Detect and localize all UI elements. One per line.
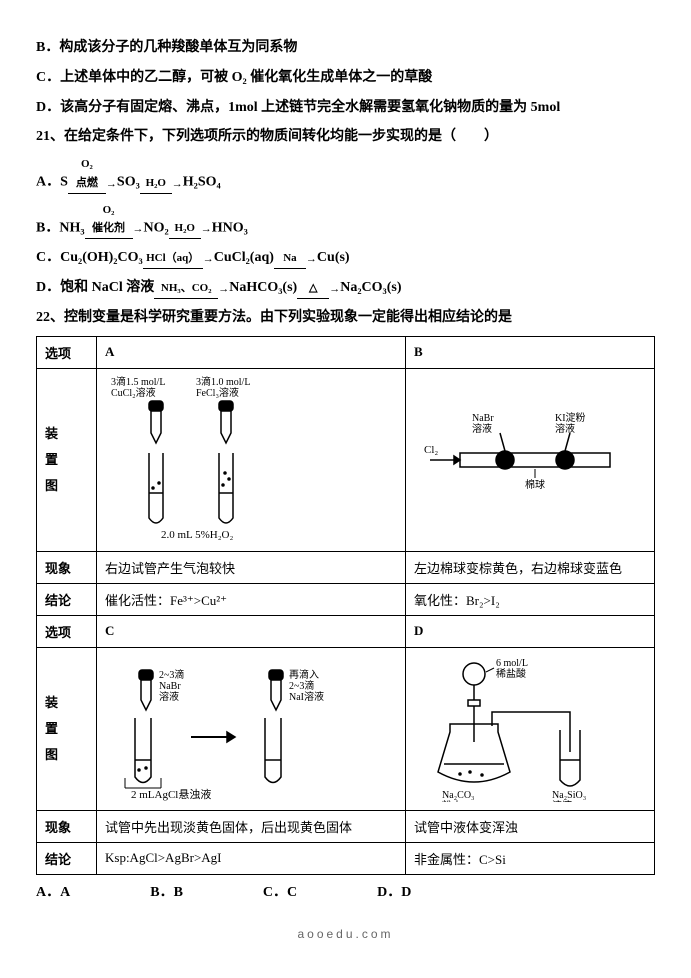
arrow-icon [133,216,144,240]
q21-b: B．NH₃ O₂ 催化剂 NO₂ H₂O HNO₃ [36,201,655,240]
q21a-m1: SO₃ [117,175,140,190]
diagram-c-icon: 2~3滴NaBr溶液 再滴入2~3滴NaI溶液 2 mLAgCl悬浊液 [101,652,351,802]
opt-b-label: B [406,336,655,368]
q21d-s2t: △ [309,282,317,294]
dev-c: 2~3滴NaBr溶液 再滴入2~3滴NaI溶液 2 mLAgCl悬浊液 [97,647,406,810]
phen-a: 右边试管产生气泡较快 [97,551,406,583]
svg-text:3滴1.5 mol/LCuCl₂溶液: 3滴1.5 mol/LCuCl₂溶液 [111,375,165,399]
arrow-icon [329,276,340,300]
q21d-m1: NaHCO₃(s) [229,280,297,295]
svg-text:KI淀粉溶液: KI淀粉溶液 [555,411,586,435]
opt-c-label: C [97,615,406,647]
q21d-s1t: NH₃、CO₂ [161,282,212,294]
q21d-lead: D．饱和 NaCl 溶液 [36,280,154,295]
footer: aooedu.com [36,927,655,941]
dev-d: 6 mol/L稀盐酸 Na₂CO₃粉末 Na₂SiO₃溶液 [406,647,655,810]
arrow-icon [201,216,212,240]
svg-text:Cl₂: Cl₂ [424,444,438,456]
q21d-m2: Na₂CO₃(s) [340,280,401,295]
dev-a: 3滴1.5 mol/LCuCl₂溶液 3滴1.0 mol/LFeCl₃溶液 2.… [97,368,406,551]
diagram-a-icon: 3滴1.5 mol/LCuCl₂溶液 3滴1.0 mol/LFeCl₃溶液 2.… [101,373,321,543]
q21a-m2: H₂SO₄ [183,175,221,190]
q21c-m1: CuCl₂(aq) [214,250,274,265]
phen-b: 左边棉球变棕黄色，右边棉球变蓝色 [406,551,655,583]
svg-text:2~3滴NaBr溶液: 2~3滴NaBr溶液 [159,668,184,703]
table-row: 装置图 2~3滴NaBr溶液 再滴入2~3滴NaI溶液 2 mLAgCl [37,647,655,810]
table-row: 结论 催化活性：Fe³⁺>Cu²⁺ 氧化性：Br₂>I₂ [37,583,655,615]
q21b-m2: HNO₃ [212,220,248,235]
svg-text:2.0 mL 5%H₂O₂: 2.0 mL 5%H₂O₂ [161,529,234,541]
table-row: 结论 Ksp:AgCl>AgBr>AgI 非金属性：C>Si [37,842,655,874]
dev-b: NaBr溶液 KI淀粉溶液 Cl₂ 棉球 [406,368,655,551]
q21c-s2t: Na [283,252,296,264]
diagram-b-icon: NaBr溶液 KI淀粉溶液 Cl₂ 棉球 [410,403,650,513]
head-phen: 现象 [37,551,97,583]
q21c-s1t: HCl（aq） [146,252,199,264]
q22-options: A．A B．B C．C D．D [36,881,655,901]
q21-stem: 21、在给定条件下，下列选项所示的物质间转化均能一步实现的是（ ） [36,125,655,149]
q21b-s1b: 催化剂 [92,222,125,234]
q21a-s1t: O₂ [81,158,93,170]
arrow-icon [218,276,229,300]
q21-a: A．S O₂ 点燃 SO₃ H₂O H₂SO₄ [36,155,655,194]
table-row: 选项 C D [37,615,655,647]
svg-text:Na₂CO₃粉末: Na₂CO₃粉末 [442,790,475,802]
svg-text:棉球: 棉球 [525,478,545,491]
head-dev: 装置图 [37,368,97,551]
q21a-s2t: H₂O [146,177,166,189]
q21a-s1b: 点燃 [76,177,98,189]
arrow-icon [172,171,183,195]
stmt-c: C．上述单体中的乙二醇，可被 O₂ 催化氧化生成单体之一的草酸 [36,66,655,90]
head-con: 结论 [37,583,97,615]
opt-a-label: A [97,336,406,368]
q21b-lead: B．NH₃ [36,220,85,235]
phen-c: 试管中先出现淡黄色固体，后出现黄色固体 [97,810,406,842]
con-b: 氧化性：Br₂>I₂ [406,583,655,615]
table-row: 选项 A B [37,336,655,368]
table-row: 现象 试管中先出现淡黄色固体，后出现黄色固体 试管中液体变浑浊 [37,810,655,842]
q21-d: D．饱和 NaCl 溶液 NH₃、CO₂ NaHCO₃(s) △ Na₂CO₃(s) [36,276,655,300]
con-a: 催化活性：Fe³⁺>Cu²⁺ [97,583,406,615]
stmt-d: D．该高分子有固定熔、沸点，1mol 上述链节完全水解需要氢氧化钠物质的量为 5… [36,96,655,120]
q21c-lead: C．Cu₂(OH)₂CO₃ [36,250,143,265]
q21b-s1t: O₂ [103,204,115,216]
con-c: Ksp:AgCl>AgBr>AgI [97,842,406,874]
q21a-lead: A．S [36,175,68,190]
table-row: 装置图 3滴1. [37,368,655,551]
q21-c: C．Cu₂(OH)₂CO₃HCl（aq） CuCl₂(aq) Na Cu(s) [36,246,655,270]
head-phen2: 现象 [37,810,97,842]
opt-d-label: D [406,615,655,647]
svg-text:2 mLAgCl悬浊液: 2 mLAgCl悬浊液 [131,787,211,801]
q22-stem: 22、控制变量是科学研究重要方法。由下列实验现象一定能得出相应结论的是 [36,306,655,330]
head-opt2: 选项 [37,615,97,647]
arrow-icon [106,171,117,195]
stmt-b: B．构成该分子的几种羧酸单体互为同系物 [36,36,655,60]
q22-table: 选项 A B 装置图 [36,336,655,875]
svg-text:再滴入2~3滴NaI溶液: 再滴入2~3滴NaI溶液 [289,668,324,703]
head-opt: 选项 [37,336,97,368]
opt-a: A．A [36,881,70,901]
opt-c: C．C [263,881,297,901]
svg-text:3滴1.0 mol/LFeCl₃溶液: 3滴1.0 mol/LFeCl₃溶液 [196,375,250,399]
q21c-m2: Cu(s) [317,250,350,265]
svg-text:Na₂SiO₃溶液: Na₂SiO₃溶液 [552,790,586,802]
phen-d: 试管中液体变浑浊 [406,810,655,842]
table-row: 现象 右边试管产生气泡较快 左边棉球变棕黄色，右边棉球变蓝色 [37,551,655,583]
svg-text:NaBr溶液: NaBr溶液 [472,413,494,435]
q21b-m1: NO₂ [144,220,169,235]
opt-d: D．D [377,881,411,901]
q21b-s2t: H₂O [175,222,195,234]
arrow-icon [306,246,317,270]
diagram-d-icon: 6 mol/L稀盐酸 Na₂CO₃粉末 Na₂SiO₃溶液 [410,652,650,802]
opt-b: B．B [150,881,183,901]
svg-text:6 mol/L稀盐酸: 6 mol/L稀盐酸 [496,658,528,680]
arrow-icon [203,246,214,270]
head-dev2: 装置图 [37,647,97,810]
con-d: 非金属性：C>Si [406,842,655,874]
head-con2: 结论 [37,842,97,874]
